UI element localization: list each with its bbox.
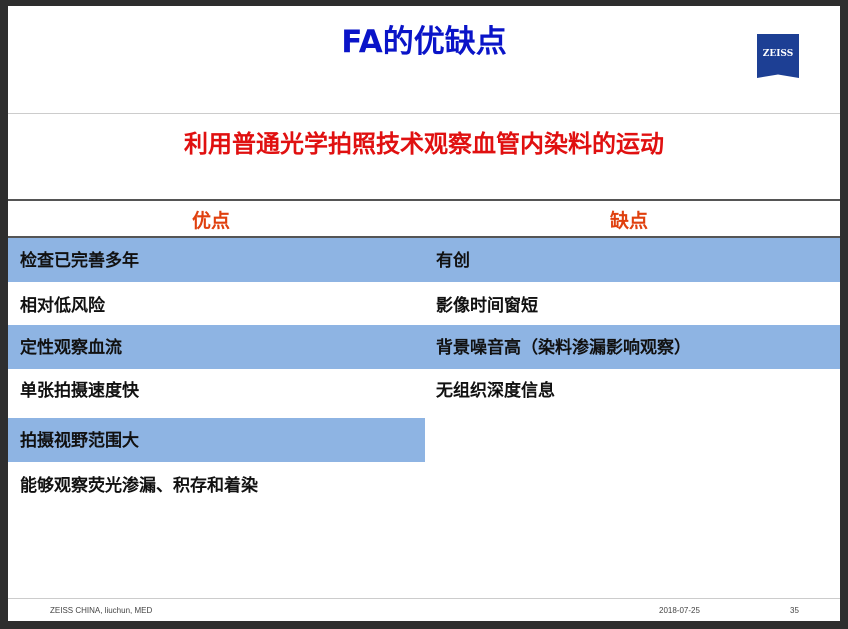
slide: FA的优缺点 ZEISS 利用普通光学拍照技术观察血管内染料的运动 优点 缺点 …	[8, 6, 840, 621]
con-item: 无组织深度信息	[436, 381, 555, 401]
footer-date: 2018-07-25	[659, 606, 700, 615]
table-top-border	[8, 199, 840, 201]
pro-item: 能够观察荧光渗漏、积存和着染	[20, 476, 258, 496]
cons-header: 缺点	[610, 210, 649, 232]
table-row	[8, 418, 425, 462]
con-item: 有创	[436, 251, 470, 271]
table-row	[8, 325, 840, 369]
header-border	[8, 236, 840, 238]
pro-item: 单张拍摄速度快	[20, 381, 139, 401]
pro-item: 定性观察血流	[20, 338, 122, 358]
footer-author: ZEISS CHINA, liuchun, MED	[50, 606, 153, 615]
slide-title: FA的优缺点	[341, 24, 507, 60]
divider	[8, 113, 840, 114]
page-number: 35	[790, 606, 799, 615]
con-item: 影像时间窗短	[436, 296, 538, 316]
pro-item: 检查已完善多年	[20, 251, 139, 271]
pro-item: 拍摄视野范围大	[20, 431, 139, 451]
zeiss-logo: ZEISS	[757, 34, 799, 78]
footer-divider	[8, 598, 840, 599]
con-item: 背景噪音高（染料渗漏影响观察）	[436, 338, 691, 358]
slide-subtitle: 利用普通光学拍照技术观察血管内染料的运动	[184, 130, 664, 158]
pros-header: 优点	[192, 210, 231, 232]
pro-item: 相对低风险	[20, 296, 105, 316]
table-row	[8, 238, 840, 282]
